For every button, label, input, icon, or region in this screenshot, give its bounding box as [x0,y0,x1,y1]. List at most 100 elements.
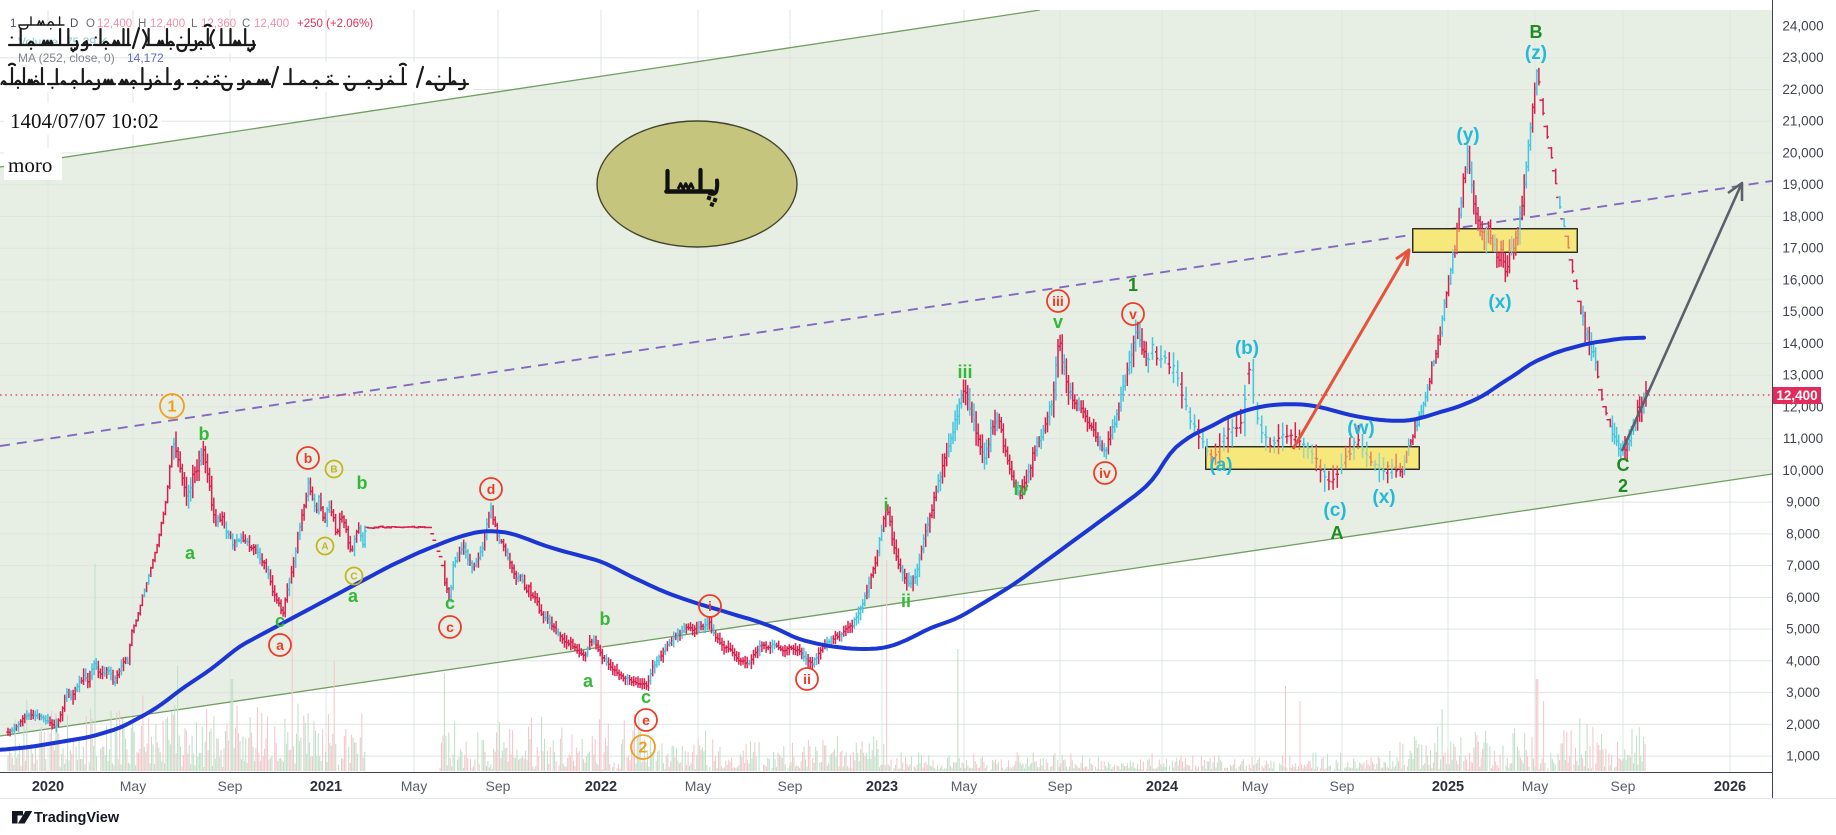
svg-text:8,000: 8,000 [1786,526,1820,541]
svg-text:20,000: 20,000 [1782,146,1823,161]
svg-text:C: C [1617,455,1630,475]
svg-text:iv: iv [1013,479,1028,499]
svg-text:b: b [357,473,368,493]
svg-text:2,000: 2,000 [1786,717,1820,732]
svg-text:1: 1 [10,18,16,30]
svg-text:b: b [304,450,313,466]
svg-text:a: a [348,586,359,606]
svg-text:12,400: 12,400 [1776,388,1817,403]
svg-text:Sep: Sep [778,778,803,794]
svg-text:2022: 2022 [585,779,617,795]
svg-text:12,360: 12,360 [201,18,236,30]
svg-text:b: b [600,609,611,629]
svg-text:c: c [446,619,454,635]
svg-text:A: A [321,542,328,553]
svg-text:May: May [401,778,427,794]
svg-text:12,400: 12,400 [97,18,132,30]
svg-text:iii: iii [957,362,972,382]
svg-text:v: v [1129,306,1137,322]
svg-text:Sep: Sep [1330,778,1355,794]
svg-text:(c): (c) [1323,500,1346,521]
svg-text:iii: iii [1052,293,1064,309]
svg-text:1: 1 [168,399,177,416]
svg-text:a: a [583,671,594,691]
svg-text:d: d [487,481,496,497]
svg-text:12,400: 12,400 [254,18,289,30]
svg-text:2023: 2023 [866,779,898,795]
svg-text:TradingView: TradingView [34,810,120,826]
svg-text:16,000: 16,000 [1782,272,1823,287]
svg-text:6,000: 6,000 [1786,590,1820,605]
svg-text:O: O [86,18,95,30]
svg-text:23,000: 23,000 [1782,50,1823,65]
svg-text:C: C [242,18,250,30]
svg-text:c: c [445,593,455,613]
svg-text:a: a [185,543,196,563]
svg-text:3,000: 3,000 [1786,685,1820,700]
svg-text:(z): (z) [1525,43,1547,64]
svg-text:May: May [1242,778,1268,794]
svg-text:22,000: 22,000 [1782,82,1823,97]
svg-text:5,000: 5,000 [1786,622,1820,637]
svg-text:1: 1 [1128,275,1138,295]
svg-text:c: c [641,687,651,707]
svg-text:(x): (x) [1488,292,1511,313]
svg-text:12,400: 12,400 [150,18,185,30]
svg-text:7,000: 7,000 [1786,558,1820,573]
svg-text:9,000: 9,000 [1786,495,1820,510]
svg-text:Sep: Sep [486,778,511,794]
svg-text:18,000: 18,000 [1782,209,1823,224]
svg-text:4,000: 4,000 [1786,653,1820,668]
svg-text:1404/07/07 10:02: 1404/07/07 10:02 [10,109,159,133]
svg-text:19,000: 19,000 [1782,177,1823,192]
svg-text:14,000: 14,000 [1782,336,1823,351]
svg-text:C: C [350,572,357,583]
svg-text:May: May [1522,778,1548,794]
svg-text:May: May [120,778,146,794]
svg-text:B: B [330,465,337,476]
svg-text:moro: moro [8,153,52,177]
svg-text:Sep: Sep [1048,778,1073,794]
svg-text:(y): (y) [1456,125,1479,146]
svg-text:B: B [1530,22,1543,42]
svg-text:2021: 2021 [310,779,342,795]
svg-text:1,000: 1,000 [1786,749,1820,764]
svg-text:ii: ii [803,671,811,687]
svg-text:2026: 2026 [1714,779,1746,795]
svg-text:13,000: 13,000 [1782,368,1823,383]
svg-text:+250 (+2.06%): +250 (+2.06%) [297,18,373,30]
svg-text:24,000: 24,000 [1782,19,1823,34]
svg-text:ii: ii [901,591,911,611]
svg-text:a: a [276,637,284,653]
svg-text:(x): (x) [1372,487,1395,508]
svg-text:21,000: 21,000 [1782,114,1823,129]
svg-text:MA (252, close, 0): MA (252, close, 0) [18,51,115,65]
svg-text:(w): (w) [1347,418,1374,439]
svg-text:D: D [70,18,78,30]
svg-text:2025: 2025 [1432,779,1464,795]
svg-text:17,000: 17,000 [1782,241,1823,256]
svg-text:2024: 2024 [1146,779,1178,795]
svg-text:15,000: 15,000 [1782,304,1823,319]
svg-text:H: H [138,18,146,30]
svg-text:b: b [199,424,210,444]
svg-text:i: i [883,495,888,515]
svg-text:L: L [191,18,198,30]
svg-text:14,172: 14,172 [127,51,164,65]
svg-text:2020: 2020 [32,779,64,795]
svg-text:(a): (a) [1209,455,1232,476]
svg-text:i: i [708,598,712,614]
svg-text:A: A [1331,523,1344,543]
svg-text:c: c [275,611,285,631]
svg-text:May: May [951,778,977,794]
svg-text:11,000: 11,000 [1783,431,1823,446]
svg-text:2: 2 [639,740,648,757]
svg-text:iv: iv [1099,465,1111,481]
svg-text:May: May [685,778,711,794]
svg-text:Sep: Sep [218,778,243,794]
svg-text:Sep: Sep [1611,778,1636,794]
svg-text:2: 2 [1618,476,1628,496]
svg-text:(b): (b) [1235,338,1259,359]
svg-text:10,000: 10,000 [1782,463,1823,478]
svg-text:v: v [1053,312,1063,332]
